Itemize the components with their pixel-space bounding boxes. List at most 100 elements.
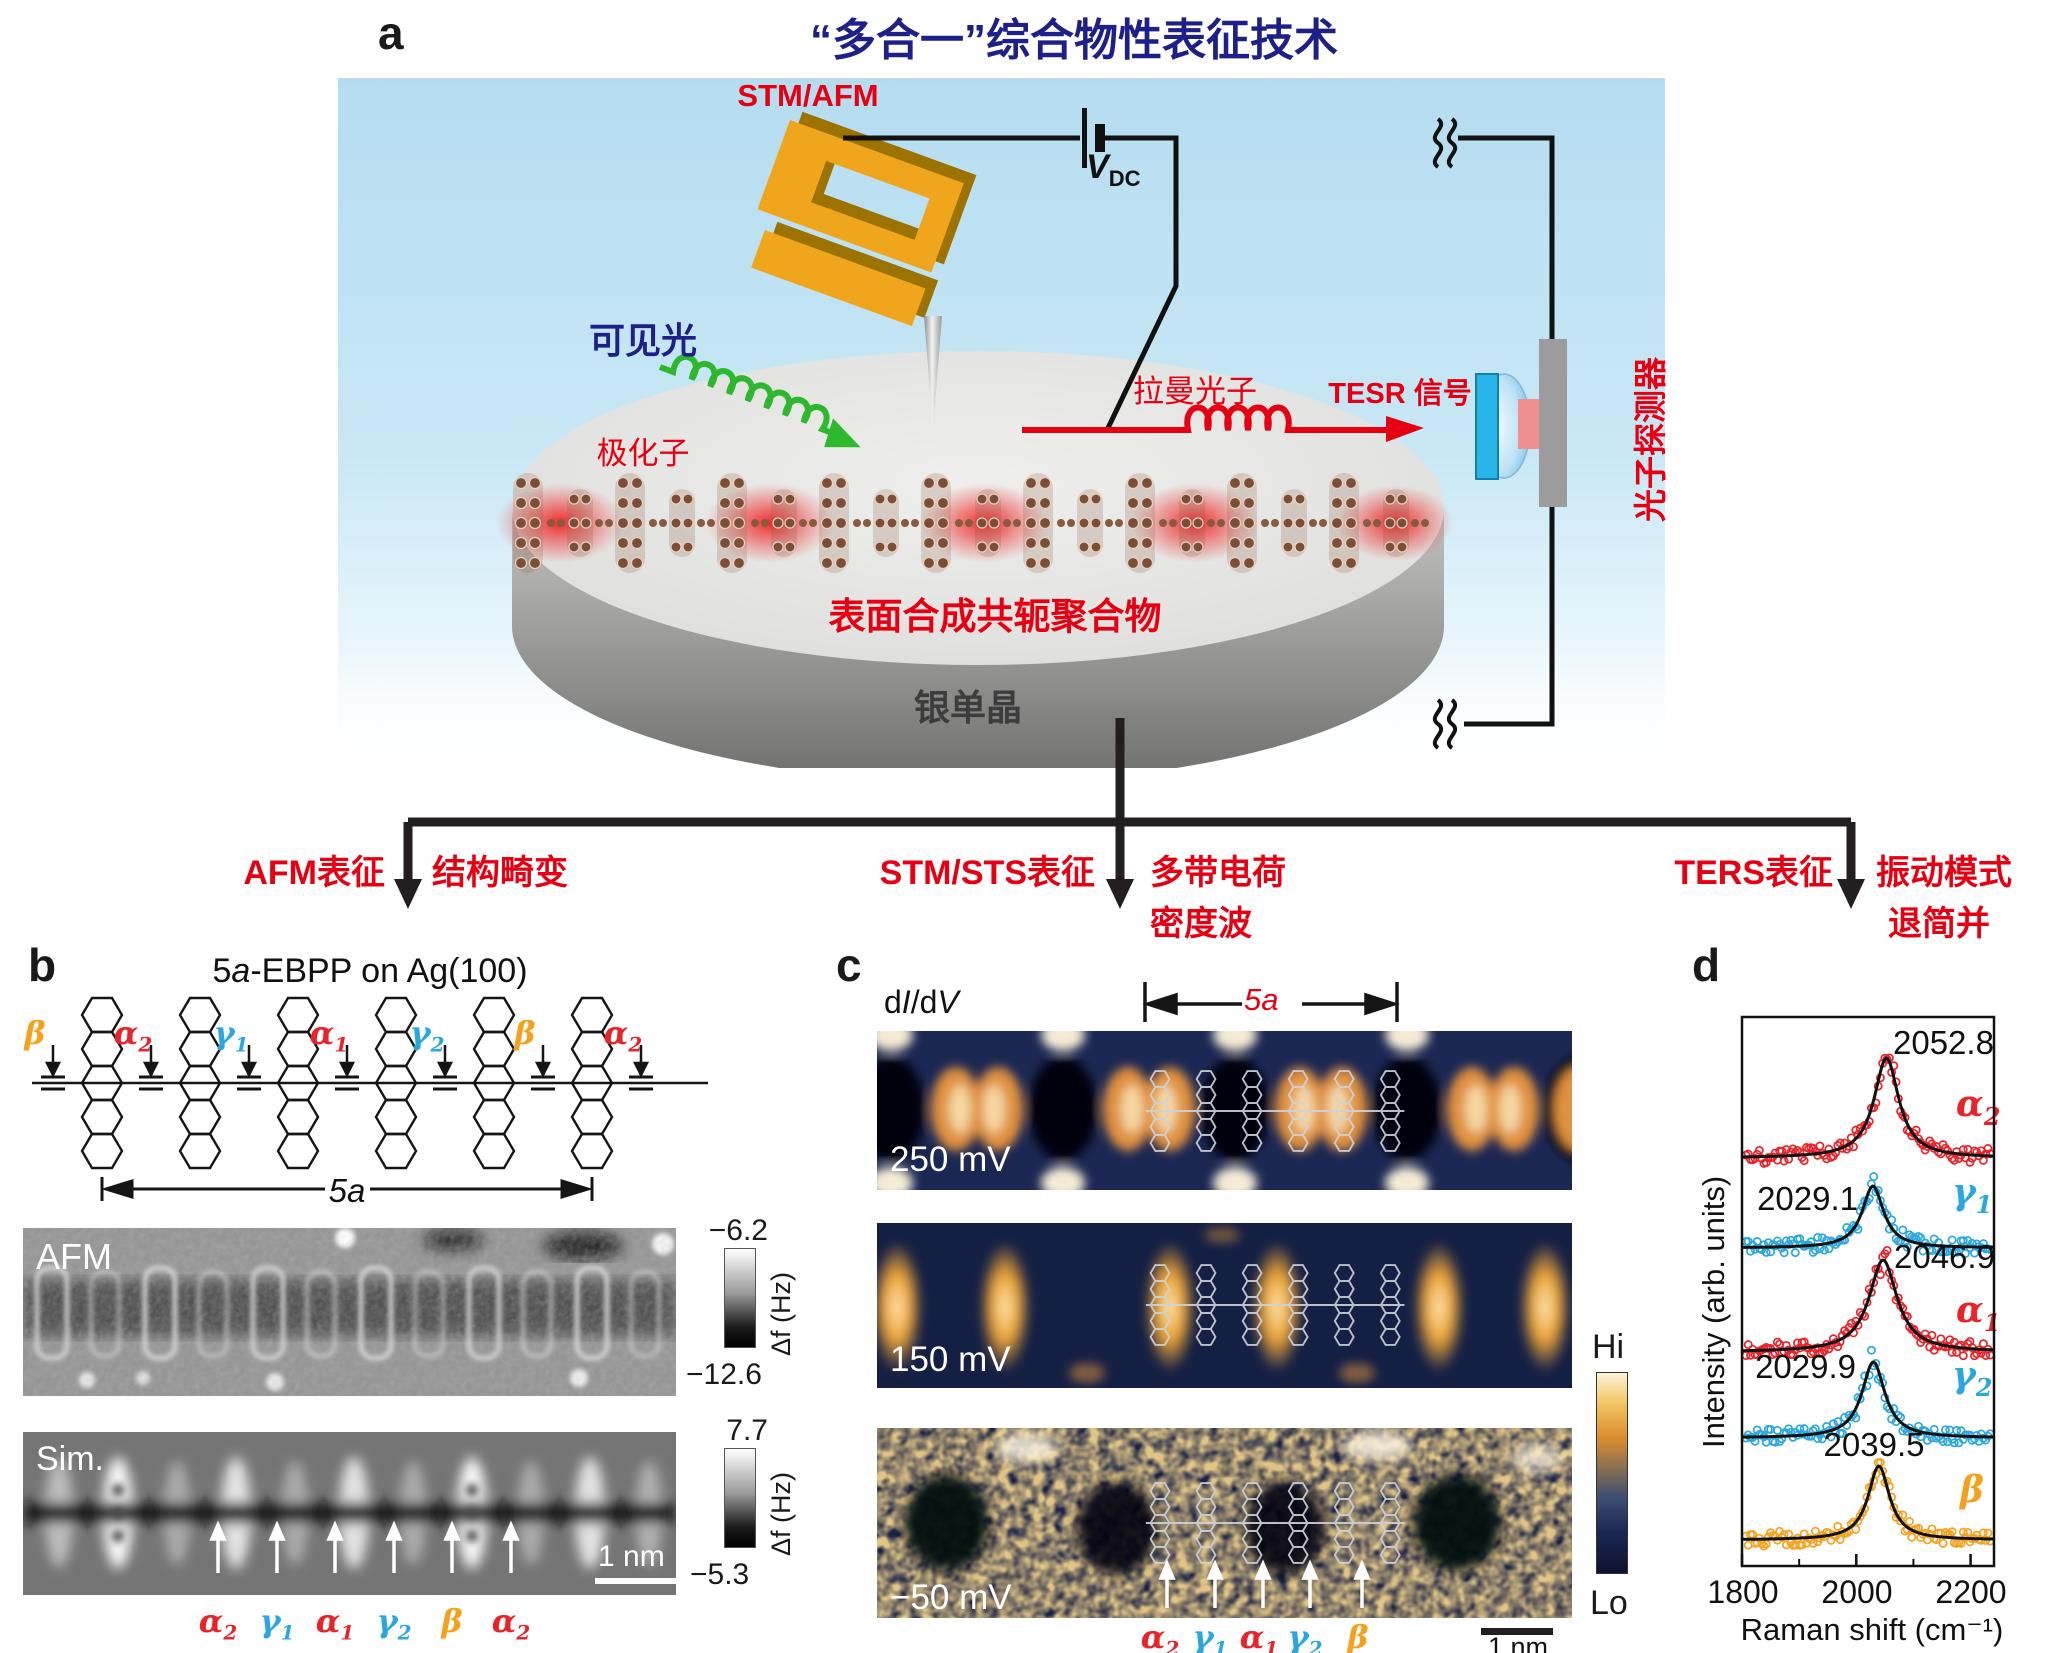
data-point [1799,1156,1809,1166]
branch-finding-afm: 结构畸变 [432,854,568,892]
bond-label: α2 [603,1014,643,1057]
unit-cell-span [100,1177,594,1201]
afm-colorbar-min: −12.6 [686,1358,762,1391]
sim-colorbar-unit: Δf (Hz) [766,1471,796,1556]
lorentzian-fit [1742,1258,1995,1353]
data-point [1826,1432,1836,1442]
data-point [1819,1245,1829,1255]
raman-xtick-1800: 1800 [1707,1574,1779,1610]
data-point [1958,1236,1968,1246]
panel-b-title: 5a-EBPP on Ag(100) [212,952,528,990]
bias-label-neg50: −50 mV [890,1578,1012,1617]
visible-light-label: 可见光 [588,320,697,361]
data-point [1835,1535,1845,1544]
data-point [1938,1538,1948,1548]
peak-value-label: 2052.8 [1893,1024,1994,1061]
data-point [1824,1244,1834,1254]
sim-image [23,1432,676,1595]
map-mode-arrows [1158,1559,1371,1608]
data-point [1927,1330,1937,1340]
polymer-label: 表面合成共轭聚合物 [828,596,1162,637]
data-point [1905,1516,1914,1526]
lorentzian-fit [1742,1360,1994,1439]
sim-colorbar-min: −5.3 [690,1558,750,1591]
lorentzian-fit [1742,1056,1995,1159]
data-point [1779,1248,1789,1258]
afm-colorbar-unit: Δf (Hz) [766,1271,796,1356]
data-point [1945,1335,1955,1345]
data-point [1947,1235,1957,1245]
data-point [1772,1337,1782,1347]
data-point [1761,1247,1771,1257]
arrow-down-icon [1106,879,1134,909]
didv-map-neg50mV [877,1428,1572,1618]
data-point [1779,1156,1789,1166]
data-point [1882,1245,1892,1255]
mode-label: γ2 [1287,1618,1323,1653]
figure-title: “多合一”综合物性表征技术 [810,16,1338,65]
branch-method-sts: STM/STS表征 [879,854,1095,892]
data-point [1927,1246,1937,1256]
raman-y-axis-label: Intensity (arb. units) [1696,1175,1731,1448]
data-point [1761,1158,1771,1168]
bias-label-150: 150 mV [890,1340,1011,1379]
data-point [1810,1526,1820,1536]
data-point [1866,1345,1876,1355]
data-point [1902,1242,1912,1252]
data-point [1952,1426,1962,1435]
series-mode-label: γ1 [1952,1171,1992,1219]
bias-label-250: 250 mV [890,1140,1011,1179]
bias-circuit-wire [843,135,1179,430]
mode-label: α1 [315,1602,355,1645]
data-point [1949,1155,1959,1165]
bond-label: β [514,1014,536,1052]
visible-light-arrow [658,353,861,448]
bond-label: γ2 [409,1014,445,1057]
mode-label: α1 [1239,1618,1279,1653]
data-point [1898,1510,1908,1520]
afm-colorbar-max: −6.2 [708,1214,768,1247]
afm-image-label: AFM [36,1236,112,1277]
mode-label: β [1347,1618,1369,1653]
mode-label: γ1 [259,1602,295,1645]
data-point [1907,1532,1917,1542]
data-point [1828,1419,1838,1429]
mode-label: β [441,1602,463,1640]
data-point [1806,1349,1816,1359]
chemical-structure [32,996,708,1201]
peak-value-label: 2029.9 [1755,1348,1856,1385]
data-point [1927,1524,1937,1534]
data-point [1958,1527,1968,1537]
battery-symbol [1082,108,1105,168]
mode-label: γ1 [1192,1618,1228,1653]
data-point [1958,1351,1968,1361]
wire-break-icon [1432,117,1444,169]
branch-finding2-ters: 退简并 [1888,905,1990,943]
sim-scalebar-label: 1 nm [598,1540,665,1573]
bond-label: α2 [113,1014,153,1057]
data-point [1808,1247,1818,1257]
data-point [1978,1339,1988,1349]
data-point [1983,1528,1993,1538]
sim-colorbar [724,1448,756,1548]
data-point [1743,1340,1753,1350]
branch-finding2-sts: 密度波 [1150,905,1252,943]
mode-label: α2 [491,1602,531,1645]
molecule-overlay [1145,1070,1405,1152]
branch-connector [394,718,1865,909]
branch-finding-sts: 多带电荷 [1150,854,1286,892]
chart-frame [1740,1015,1996,1568]
data-point [1759,1541,1769,1551]
data-point [1770,1437,1780,1447]
probe-tip [924,316,942,430]
data-point [1869,1172,1879,1182]
peak-value-label: 2046.9 [1894,1238,1995,1275]
data-point [1835,1138,1845,1148]
data-point [1911,1125,1921,1135]
raman-x-axis-label: Raman shift (cm⁻¹) [1740,1612,2004,1647]
data-point [1981,1149,1991,1159]
data-point [1851,1524,1861,1534]
data-point [1752,1425,1762,1435]
